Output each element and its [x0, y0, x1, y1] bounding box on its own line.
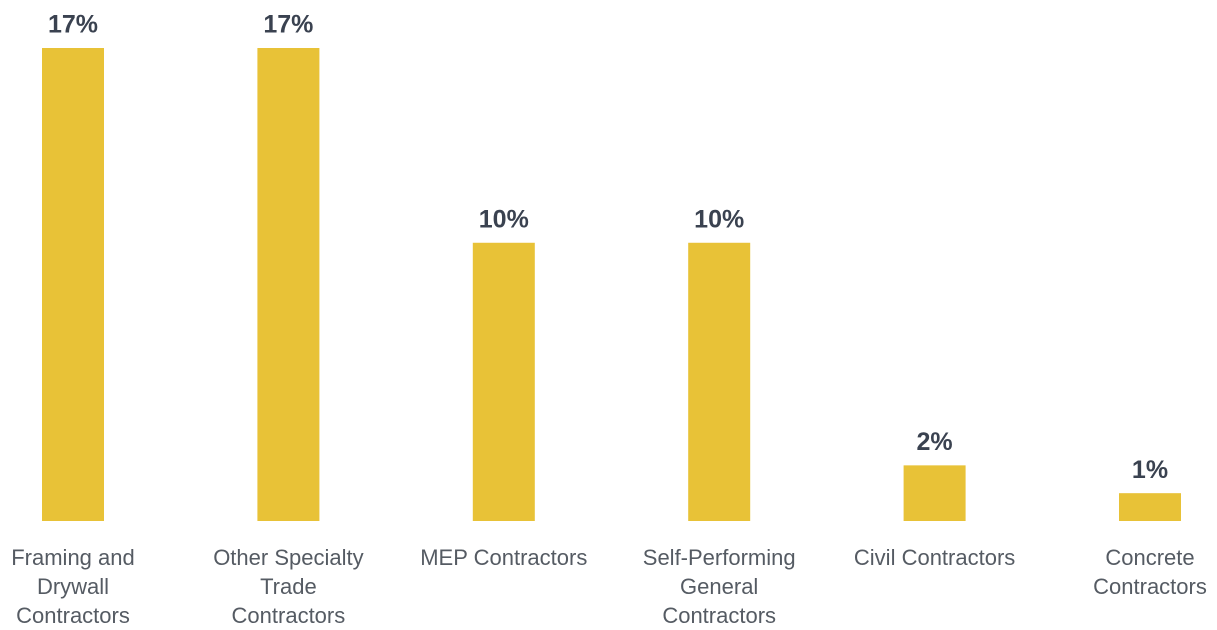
category-label: Concrete Contractors — [1093, 545, 1207, 599]
value-label: 17% — [263, 11, 313, 39]
category-label: MEP Contractors — [420, 545, 588, 570]
value-label: 10% — [694, 205, 744, 233]
category-label: Civil Contractors — [853, 545, 1016, 570]
value-label: 17% — [48, 11, 98, 39]
bar — [257, 48, 320, 521]
category-label: Self-Performing General Contractors — [642, 545, 796, 628]
value-label: 10% — [479, 205, 529, 233]
bar — [1119, 493, 1181, 521]
category-label: Framing and Drywall Contractors — [11, 545, 135, 628]
bar — [42, 48, 104, 521]
bar — [903, 465, 966, 521]
bar — [688, 242, 751, 521]
category-label: Other Specialty Trade Contractors — [213, 545, 364, 628]
bar — [472, 242, 535, 521]
value-label: 1% — [1132, 456, 1168, 484]
value-label: 2% — [917, 428, 953, 456]
